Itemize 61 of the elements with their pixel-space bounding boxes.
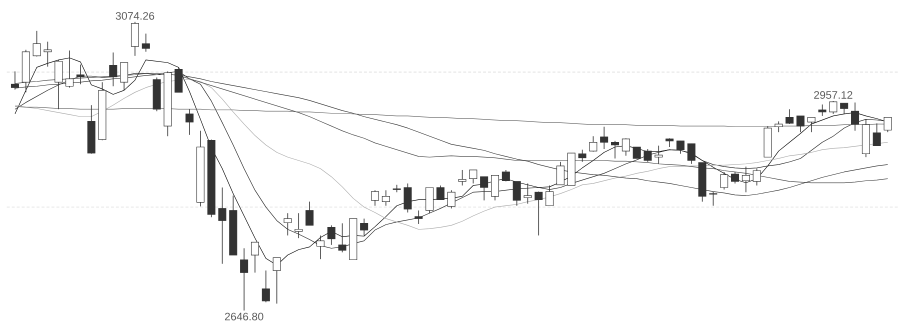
candlestick — [534, 190, 543, 236]
candlestick — [327, 224, 336, 246]
candlestick — [654, 145, 663, 164]
candlestick — [829, 100, 838, 114]
candlestick — [589, 136, 598, 152]
candlestick — [447, 190, 456, 209]
candlestick — [774, 120, 783, 132]
candlestick — [731, 171, 740, 184]
candlestick — [666, 138, 674, 148]
candlestick — [130, 21, 139, 56]
candlestick — [490, 174, 500, 201]
annotation: 2957.12 — [814, 90, 852, 99]
candlestick — [502, 169, 510, 182]
candlestick — [512, 180, 521, 206]
candlestick — [600, 126, 608, 150]
candlestick — [414, 210, 423, 224]
candlestick — [524, 182, 532, 204]
candlestick — [370, 190, 380, 206]
candlestick — [786, 108, 794, 124]
candlestick — [360, 218, 368, 236]
candlestick — [306, 201, 314, 226]
candlestick — [676, 140, 684, 154]
candlestick — [578, 149, 586, 162]
candlestick — [240, 248, 248, 311]
candlestick — [272, 257, 281, 304]
candlestick — [404, 182, 412, 213]
candlestick — [218, 186, 226, 264]
candlestick — [884, 116, 892, 132]
candlestick — [622, 138, 630, 156]
candlestick — [872, 122, 881, 146]
candlestick — [436, 184, 444, 200]
candlestick — [480, 176, 488, 201]
candlestick — [687, 143, 696, 164]
candlestick — [752, 168, 761, 186]
candlestick — [796, 115, 804, 132]
candlestick — [284, 212, 292, 236]
candlestick — [316, 234, 324, 260]
candlestick — [818, 104, 826, 116]
candlestick — [458, 169, 466, 186]
candlestick — [250, 242, 259, 273]
candlestick — [338, 222, 346, 253]
annotation: 2646.80 — [224, 312, 264, 320]
candlestick — [382, 190, 390, 206]
annotation: 3074.26 — [116, 12, 154, 20]
candlestick — [469, 169, 478, 184]
candlestick — [186, 108, 194, 136]
candlestick — [262, 270, 270, 302]
candlestick — [720, 171, 728, 190]
candlestick — [142, 32, 150, 52]
candlestick — [546, 184, 554, 206]
candlestick — [556, 161, 564, 185]
candlestick — [632, 146, 641, 159]
candlestick — [426, 186, 434, 214]
candlestick — [742, 166, 750, 192]
candlestick — [44, 41, 52, 67]
candlestick — [32, 30, 41, 57]
candlestick — [294, 212, 303, 238]
candlestick — [807, 116, 816, 132]
candlestick — [851, 102, 860, 131]
candlestick — [644, 148, 652, 162]
candlestick — [611, 140, 620, 159]
